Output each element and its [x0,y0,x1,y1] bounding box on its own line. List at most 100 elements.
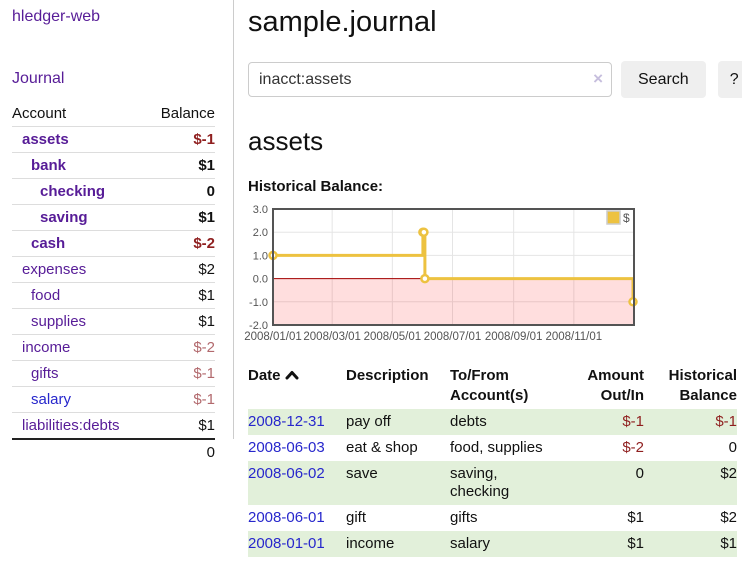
account-link[interactable]: expenses [22,261,87,278]
account-link[interactable]: checking [40,183,106,200]
register-row: 2008-12-31 pay off debts $-1 $-1 [248,409,737,435]
transaction-date-link[interactable]: 2008-01-01 [248,535,325,552]
account-row: expenses $2 [12,256,215,283]
app-title-link[interactable]: hledger-web [12,8,101,25]
register-header-balance: Historical Balance [668,367,737,404]
account-link[interactable]: saving [40,209,88,226]
transaction-description: eat & shop [346,439,418,456]
transaction-amount: $-1 [622,413,644,430]
accounts-total-value: 0 [146,438,215,465]
account-balance: $1 [146,308,215,335]
account-balance: 0 [146,178,215,205]
transaction-description: save [346,465,378,482]
account-row: income $-2 [12,334,215,361]
register-row: 2008-06-01 gift gifts $1 $2 [248,505,737,531]
transaction-date-link[interactable]: 2008-12-31 [248,413,325,430]
account-row: cash $-2 [12,230,215,257]
account-balance: $2 [146,256,215,283]
chart-label: Historical Balance: [248,178,384,195]
accounts-table: Account Balance assets $-1 bank $1 checking 0… [12,105,215,465]
transaction-accounts: food, supplies [450,439,543,456]
account-link[interactable]: liabilities:debts [22,417,120,434]
transaction-accounts: gifts [450,509,478,526]
account-link[interactable]: salary [31,391,72,408]
transaction-accounts: salary [450,535,491,552]
account-link[interactable]: income [22,339,71,356]
account-link[interactable]: gifts [31,365,59,382]
transaction-description: gift [346,509,367,526]
transaction-balance: $1 [720,535,737,552]
transaction-date-link[interactable]: 2008-06-01 [248,509,325,526]
register-header-amount: Amount Out/In [587,367,644,404]
register-header-accounts: To/From Account(s) [450,367,529,404]
accounts-header-balance: Balance [160,105,215,122]
accounts-tbody: assets $-1 bank $1 checking 0 saving $1 cash $-2 e… [12,126,215,465]
account-balance: $1 [146,282,215,309]
account-row: saving $1 [12,204,215,231]
search-input[interactable] [248,62,612,97]
transaction-description: pay off [346,413,391,430]
accounts-header-account: Account [12,105,67,122]
clear-search-icon[interactable]: × [593,69,603,88]
account-balance: $-1 [146,126,215,153]
register-header-description: Description [346,367,429,384]
svg-text:2008/09/01: 2008/09/01 [485,331,543,343]
account-link[interactable]: cash [31,235,66,252]
register-row: 2008-06-03 eat & shop food, supplies $-2 0 [248,435,737,461]
svg-text:-1.0: -1.0 [249,297,268,309]
svg-text:3.0: 3.0 [253,204,268,216]
search-box: × [248,62,612,97]
register-header-date[interactable]: Date [248,363,346,409]
transaction-amount: 0 [635,465,644,482]
account-balance: $1 [146,204,215,231]
account-row: assets $-1 [12,126,215,153]
main-content: sample.journal × Search ? assets Histori… [244,0,742,557]
account-row: liabilities:debts $1 [12,412,215,439]
account-balance: $-1 [146,386,215,413]
account-row: bank $1 [12,152,215,179]
account-link[interactable]: assets [22,131,69,148]
svg-text:2008/03/01: 2008/03/01 [303,331,361,343]
account-link[interactable]: bank [31,157,67,174]
svg-text:2008/11/01: 2008/11/01 [545,331,602,343]
svg-text:1.0: 1.0 [253,250,268,262]
sidebar-item-journal[interactable]: Journal [12,70,65,87]
transaction-balance: $2 [720,465,737,482]
help-button[interactable]: ? [717,61,742,98]
accounts-total-row: 0 [12,438,215,465]
account-balance: $1 [146,412,215,439]
register-tbody: 2008-12-31 pay off debts $-1 $-1 2008-06-03 ea… [248,409,737,557]
svg-text:2008/05/01: 2008/05/01 [364,331,422,343]
register-row: 2008-06-02 save saving, checking 0 $2 [248,461,737,505]
register-row: 2008-01-01 income salary $1 $1 [248,531,737,557]
account-row: supplies $1 [12,308,215,335]
svg-text:$: $ [623,211,630,225]
transaction-balance: $2 [720,509,737,526]
historical-balance-chart: 3.0 2.0 1.0 0.0 -1.0 -2.0 2008/01/01 2008/03/01… [240,202,640,350]
svg-text:2008/07/01: 2008/07/01 [424,331,482,343]
sidebar: hledger-web Journal Account Balance asse… [0,0,234,465]
transaction-description: income [346,535,395,552]
transaction-amount: $1 [627,535,644,552]
sort-ascending-icon [285,366,299,386]
transaction-balance: $-1 [715,413,737,430]
svg-text:2008/01/01: 2008/01/01 [244,331,302,343]
transaction-date-link[interactable]: 2008-06-03 [248,439,325,456]
account-row: food $1 [12,282,215,309]
account-balance: $-2 [146,334,215,361]
account-balance: $-1 [146,360,215,387]
search-form: × Search ? [248,61,742,98]
account-link[interactable]: food [31,287,61,304]
transaction-date-link[interactable]: 2008-06-02 [248,465,325,482]
page-title: sample.journal [248,6,437,38]
transaction-accounts: saving, checking [450,465,510,500]
account-balance: $-2 [146,230,215,257]
transaction-balance: 0 [728,439,737,456]
register-table: Date Description To/From Account(s) Amou… [248,363,737,557]
account-link[interactable]: supplies [31,313,87,330]
search-button[interactable]: Search [621,61,706,98]
account-heading: assets [248,126,324,156]
account-balance: $1 [146,152,215,179]
transaction-amount: $-2 [622,439,644,456]
account-row: checking 0 [12,178,215,205]
